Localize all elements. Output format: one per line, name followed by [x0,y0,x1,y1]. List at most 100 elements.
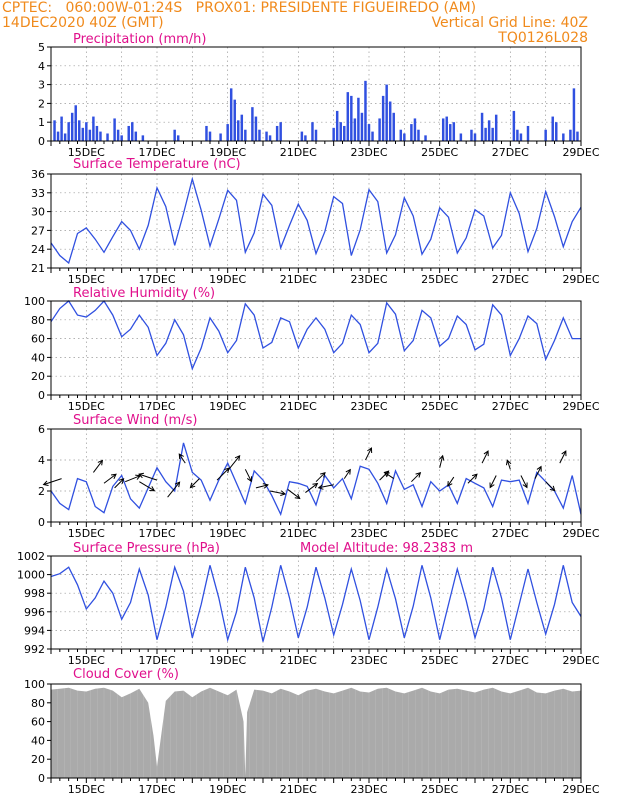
y-tick-label: 100 [24,295,45,308]
precip-bar [491,127,494,141]
y-tick-label: 5 [38,41,45,54]
y-tick-label: 1002 [17,550,45,563]
precip-bar [314,129,318,141]
panel-title-precip: Precipitation (mm/h) [73,32,206,47]
y-tick-label: 3 [38,79,45,92]
wind-arrow [411,472,421,483]
y-tick-label: 80 [31,697,45,710]
precip-bar [364,80,367,141]
precip-bar [516,129,519,141]
wind-arrow [506,460,511,470]
y-tick-label: 0 [38,516,45,529]
y-tick-label: 21 [31,262,45,275]
header-grid-line: Vertical Grid Line: 40Z [431,15,588,31]
wind-arrow-head [149,486,156,492]
wind-arrow [365,447,372,461]
x-tick-label: 27DEC [492,273,529,286]
x-tick-label: 29DEC [562,527,599,540]
x-tick-label: 25DEC [421,400,458,413]
precip-bar [67,122,70,141]
y-tick-label: 60 [31,716,45,729]
x-tick-label: 25DEC [421,654,458,667]
panel-frame-precip [50,46,582,142]
x-tick-label: 21DEC [280,400,317,413]
wind-arrow-head [42,480,49,486]
x-tick-label: 21DEC [280,654,317,667]
precip-bar [237,120,240,141]
precip-bar [576,131,579,141]
precip-bar [413,118,417,141]
panel-temp: Surface Temperature (nC) 21 24 27 30 33 36 15DE… [31,157,600,286]
header: CPTEC: 060:00W-01:24S PROX01: PRESIDENTE… [0,0,618,48]
x-tick-label: 15DEC [68,400,105,413]
wind-arrow-head [262,483,269,489]
series-line-temp [50,176,582,265]
precip-bar [332,127,335,141]
y-tick-label: 20 [31,370,45,383]
x-tick-label: 29DEC [562,273,599,286]
precip-bar [392,112,395,141]
precip-bar [56,131,60,141]
x-tick-label: 27DEC [492,527,529,540]
precip-bar [205,125,208,141]
x-tick-label: 15DEC [68,273,105,286]
x-tick-label: 21DEC [280,527,317,540]
wind-arrow-head [415,471,422,478]
header-model-id: TQ0126L028 [498,30,588,46]
y-tick-label: 998 [24,587,45,600]
y-tick-label: 33 [31,187,45,200]
wind-arrow-head [345,468,351,475]
precip-bar [81,127,85,141]
wind-arrow-head [294,493,301,500]
precip-bar [480,112,484,141]
precip-bar [127,125,130,141]
y-tick-label: 30 [31,206,45,219]
x-tick-label: 21DEC [280,273,317,286]
wind-arrow [315,472,326,483]
y-tick-label: 992 [24,643,45,656]
wind-arrow-head [320,471,326,478]
x-tick-label: 23DEC [350,273,387,286]
wind-arrow-head [224,467,230,474]
x-tick-label: 19DEC [209,527,246,540]
precip-bar [381,95,385,141]
y-tick-label: 4 [38,60,45,73]
x-tick-label: 23DEC [350,527,387,540]
x-tick-label: 17DEC [138,527,175,540]
precip-bar [494,114,498,141]
y-tick-label: 0 [38,389,45,402]
precip-bar [99,131,102,141]
precip-bar [441,118,445,141]
wind-arrow [227,455,241,472]
y-tick-label: 6 [38,423,45,436]
precip-bar [470,129,473,141]
x-tick-label: 15DEC [68,654,105,667]
y-tick-label: 60 [31,333,45,346]
wind-arrow-head [483,450,489,457]
wind-arrow-head [178,453,184,460]
precip-bar [367,124,371,141]
precip-bar [544,129,547,141]
precip-bar [233,99,236,141]
precip-bar [378,118,381,141]
y-tick-label: 0 [38,772,45,785]
precip-bar [562,133,565,141]
wind-arrow-head [110,473,117,480]
wind-arrow-head [561,450,567,457]
panel-cloud: Cloud Cover (%) 0 20 40 60 80 100 15DEC 17DEC 19D… [24,667,600,796]
wind-arrow-head [438,454,445,461]
series-line-pres [50,564,582,643]
wind-arrow [255,484,269,489]
precip-bar [388,101,392,141]
y-tick-label: 100 [24,678,45,691]
wind-arrow-head [246,476,253,483]
panel-pres: Surface Pressure (hPa) Model Altitude: 98… [17,541,600,667]
x-tick-label: 17DEC [138,654,175,667]
wind-arrow [559,450,567,464]
precip-bar [551,116,554,141]
x-tick-label: 27DEC [492,783,529,796]
wind-arrow-head [138,472,145,479]
wind-arrow [125,475,141,483]
precip-bar [300,131,304,141]
